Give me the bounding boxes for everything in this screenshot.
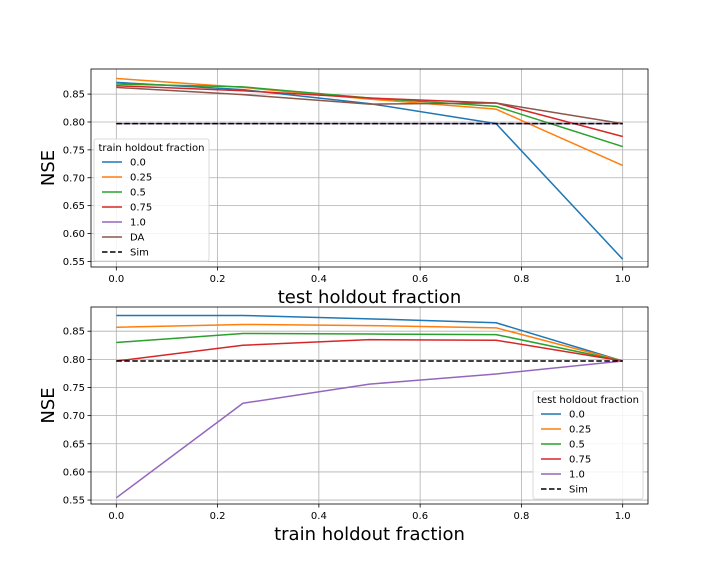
top-series: [116, 77, 624, 260]
y-tick-label: 0.75: [63, 145, 85, 156]
y-tick-label: 0.85: [63, 327, 85, 338]
series-line-DA: [116, 86, 623, 125]
legend-label: 0.0: [569, 410, 585, 421]
legend-label: 1.0: [569, 470, 585, 481]
x-tick-label: 0.8: [513, 511, 529, 522]
y-tick-label: 0.60: [63, 467, 85, 478]
x-tick-label: 1.0: [615, 274, 631, 285]
legend-label: 0.25: [569, 425, 591, 436]
bottom-series: [115, 314, 623, 499]
y-tick-label: 0.65: [63, 201, 85, 212]
legend-label: 0.5: [130, 188, 146, 199]
legend-title: test holdout fraction: [537, 395, 639, 406]
x-tick-label: 1.0: [615, 511, 631, 522]
x-axis-title: test holdout fraction: [278, 287, 461, 308]
x-tick-label: 0.6: [412, 511, 428, 522]
y-tick-label: 0.70: [63, 411, 85, 422]
x-tick-label: 0.0: [108, 511, 124, 522]
x-tick-label: 0.8: [513, 274, 529, 285]
legend-box: [532, 390, 644, 500]
x-tick-label: 0.4: [311, 511, 327, 522]
series-line-0_0: [116, 314, 623, 362]
top-axes-frame: [90, 68, 649, 268]
y-tick-label: 0.70: [63, 173, 85, 184]
x-tick-label: 0.4: [311, 274, 327, 285]
legend-title: train holdout fraction: [98, 143, 204, 154]
legend-label: 0.75: [569, 455, 591, 466]
y-tick-label: 0.80: [63, 117, 85, 128]
series-line-0_5: [116, 332, 623, 362]
bottom-legend: test holdout fraction 0.0 0.25 0.5 0.75 1.0 Si…: [532, 390, 644, 500]
series-line-1_0: [115, 360, 623, 499]
legend-label: 0.25: [130, 173, 152, 184]
y-tick-label: 0.65: [63, 439, 85, 450]
legend-box: [93, 138, 210, 262]
y-axis-title: NSE: [38, 150, 59, 186]
top-chart: 0.0 0.2 0.4 0.6 0.8 1.0 0.55 0.60 0.65 0.70 0.75 0.…: [38, 68, 649, 308]
x-axis-title: train holdout fraction: [274, 524, 465, 545]
x-tick-label: 0.2: [210, 274, 226, 285]
y-tick-label: 0.80: [63, 355, 85, 366]
series-line-0_5: [116, 83, 623, 148]
series-line-0_25: [116, 77, 623, 167]
y-tick-label: 0.55: [63, 496, 85, 507]
bottom-axes-frame: [90, 306, 649, 505]
y-axis-title: NSE: [38, 387, 59, 423]
top-legend: train holdout fraction 0.0 0.25 0.5 0.75 1.0 D…: [93, 138, 210, 262]
x-tick-label: 0.6: [412, 274, 428, 285]
legend-label: 0.75: [130, 203, 152, 214]
x-tick-label: 0.0: [108, 274, 124, 285]
series-line-0_75: [116, 84, 623, 138]
legend-label: 0.5: [569, 440, 585, 451]
legend-label: DA: [130, 233, 145, 244]
bottom-chart: 0.0 0.2 0.4 0.6 0.8 1.0 0.55 0.60 0.65 0.70 0.75 0.…: [38, 306, 649, 545]
legend-label: Sim: [569, 485, 588, 496]
x-tick-label: 0.2: [210, 511, 226, 522]
legend-label: 1.0: [130, 218, 146, 229]
y-tick-label: 0.60: [63, 229, 85, 240]
legend-label: 0.0: [130, 158, 146, 169]
series-line-0_75: [116, 338, 623, 362]
series-line-0_25: [116, 323, 623, 362]
y-tick-label: 0.55: [63, 257, 85, 268]
y-tick-label: 0.75: [63, 383, 85, 394]
legend-label: Sim: [130, 248, 149, 259]
y-tick-label: 0.85: [63, 90, 85, 101]
